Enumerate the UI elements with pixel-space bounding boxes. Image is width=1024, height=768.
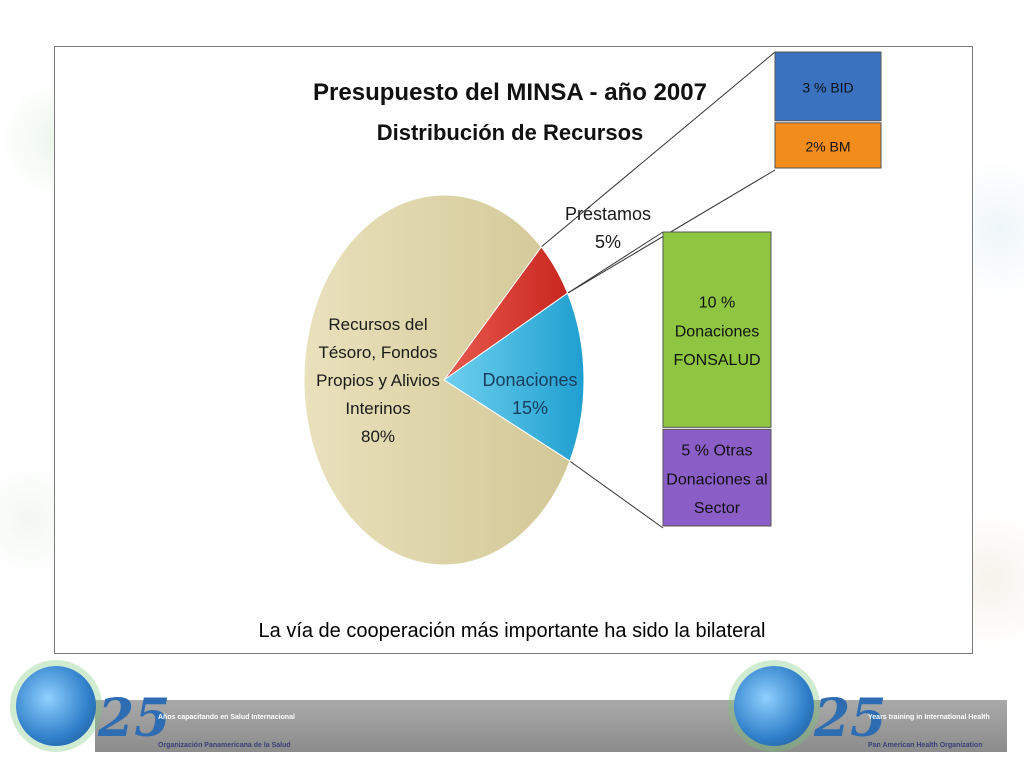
segment-label-5-otras: Sector [694,500,741,517]
slice-label-recursos-del: Propios y Alivios [316,371,440,390]
chart-subtitle: Distribución de Recursos [377,120,644,145]
connector-line [540,51,776,248]
globe-icon [16,666,96,746]
slice-label-recursos-del: Tésoro, Fondos [318,343,437,362]
anniversary-number: 25 [814,688,887,749]
slice-label-prestamos: Préstamos [565,204,651,224]
footer-line-2: Pan American Health Organization [868,742,983,749]
footer-logo-right: 25 Years training in International Healt… [728,652,1018,762]
breakdown-segment-10 [662,231,772,428]
connector-line [569,460,664,529]
slice-label-recursos-del: Recursos del [328,315,427,334]
breakdown-segment-2-bm [774,122,882,169]
connector-line [567,231,664,294]
segment-label-10: Donaciones [675,323,760,340]
slice-label-prestamos: 5% [595,232,621,252]
footer-line-1: Años capacitando en Salud Internacional [158,714,295,721]
slice-label-recursos-del: Interinos [345,399,410,418]
footer-line-1: Years training in International Health [868,714,990,721]
footer-logo-left: 25 Años capacitando en Salud Internacion… [8,652,318,762]
pie-slice-recursos-del [303,194,571,566]
breakdown-segment-3-bid [774,51,882,122]
footer-line-2: Organización Panamericana de la Salud [158,742,291,749]
segment-label-5-otras: 5 % Otras [681,442,752,459]
caption-text: La vía de cooperación más importante ha … [258,620,766,642]
segment-label-10: FONSALUD [673,352,760,369]
globe-icon [734,666,814,746]
slice-label-recursos-del: 80% [361,427,395,446]
chart-title: Presupuesto del MINSA - año 2007 [313,79,707,106]
segment-label-2-bm: 2% BM [805,138,850,154]
slice-label-donaciones: Donaciones [482,370,577,390]
segment-label-10: 10 % [699,294,735,311]
breakdown-segment-5-otras [662,428,772,527]
segment-label-3-bid: 3 % BID [802,79,853,95]
anniversary-number: 25 [98,688,171,749]
slice-label-donaciones: 15% [512,398,548,418]
footer-band [95,700,1007,752]
pie-slice-donaciones [443,292,585,462]
segment-label-5-otras: Donaciones al [666,471,767,488]
